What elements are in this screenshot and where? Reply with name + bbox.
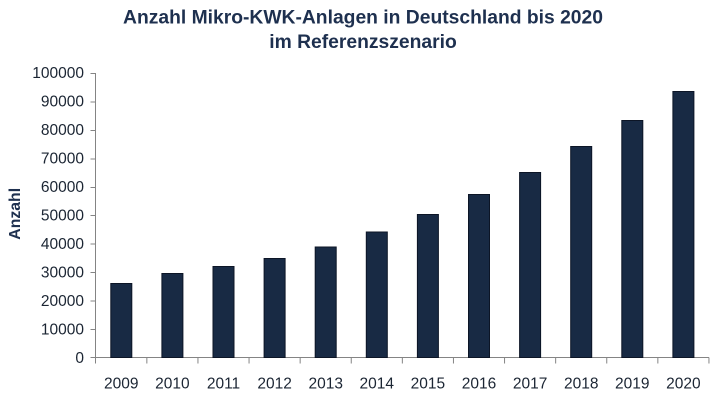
svg-text:2009: 2009 — [104, 376, 138, 393]
svg-text:Anzahl: Anzahl — [7, 188, 24, 240]
svg-text:60000: 60000 — [41, 179, 84, 196]
svg-text:2014: 2014 — [360, 376, 395, 393]
svg-text:70000: 70000 — [41, 151, 84, 168]
svg-text:2015: 2015 — [411, 376, 445, 393]
svg-text:2017: 2017 — [513, 376, 547, 393]
svg-text:40000: 40000 — [41, 236, 84, 253]
svg-text:50000: 50000 — [41, 208, 84, 225]
svg-text:2010: 2010 — [155, 376, 190, 393]
svg-text:0: 0 — [75, 350, 84, 367]
svg-text:2020: 2020 — [666, 376, 701, 393]
svg-text:2011: 2011 — [207, 376, 240, 393]
svg-text:80000: 80000 — [41, 122, 84, 139]
svg-text:90000: 90000 — [41, 94, 84, 111]
svg-text:30000: 30000 — [41, 265, 84, 282]
svg-text:Anzahl Mikro-KWK-Anlagen in De: Anzahl Mikro-KWK-Anlagen in Deutschland … — [123, 8, 603, 29]
svg-text:20000: 20000 — [41, 293, 84, 310]
svg-text:100000: 100000 — [32, 65, 84, 82]
svg-text:2019: 2019 — [615, 376, 649, 393]
svg-text:im Referenzszenario: im Referenzszenario — [269, 32, 457, 53]
svg-text:2018: 2018 — [564, 376, 598, 393]
svg-text:2013: 2013 — [308, 376, 342, 393]
svg-text:2016: 2016 — [462, 376, 496, 393]
svg-text:10000: 10000 — [41, 322, 84, 339]
svg-text:2012: 2012 — [257, 376, 291, 393]
